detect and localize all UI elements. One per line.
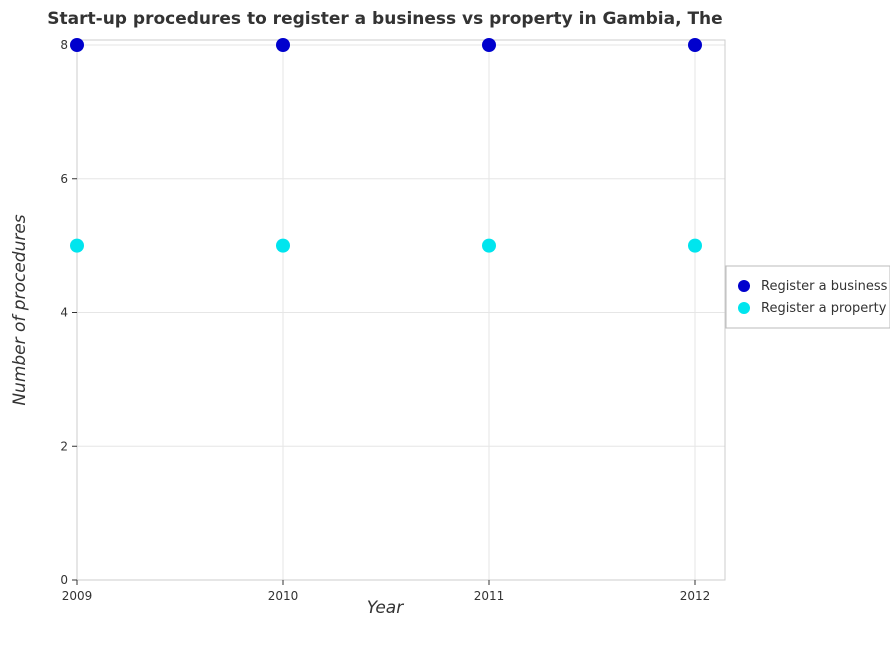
data-point-property xyxy=(482,238,496,253)
y-tick-label: 0 xyxy=(60,573,68,587)
data-point-business xyxy=(688,38,702,52)
x-tick-label: 2009 xyxy=(62,589,93,603)
x-tick-label: 2011 xyxy=(474,589,505,603)
grid xyxy=(76,40,725,581)
x-axis-ticks: 2009 2010 2011 2012 xyxy=(62,580,711,603)
legend-box xyxy=(725,265,890,329)
data-point-business xyxy=(70,38,84,52)
y-tick-label: 6 xyxy=(60,172,68,186)
x-tick-label: 2010 xyxy=(268,589,299,603)
data-point-property xyxy=(70,238,84,253)
y-tick-label: 8 xyxy=(60,38,68,52)
data-point-business xyxy=(276,38,290,52)
chart-title: Start-up procedures to register a busine… xyxy=(47,9,722,29)
data-point-property xyxy=(276,238,290,253)
y-tick-label: 4 xyxy=(60,306,68,320)
data-point-property xyxy=(688,238,702,253)
x-axis-label: Year xyxy=(367,598,404,618)
legend: Register a business Register a property xyxy=(725,265,890,329)
x-tick-label: 2012 xyxy=(680,589,711,603)
y-tick-label: 2 xyxy=(60,439,68,453)
plot-area xyxy=(76,39,726,581)
y-axis-ticks: 0 2 4 6 8 xyxy=(60,38,77,587)
legend-marker xyxy=(738,302,750,314)
data-point-business xyxy=(482,38,496,52)
legend-label: Register a property xyxy=(761,301,887,316)
y-axis-label: Number of procedures xyxy=(10,214,30,405)
legend-label: Register a business xyxy=(761,279,888,294)
data-points xyxy=(70,38,702,253)
legend-marker xyxy=(738,280,750,292)
